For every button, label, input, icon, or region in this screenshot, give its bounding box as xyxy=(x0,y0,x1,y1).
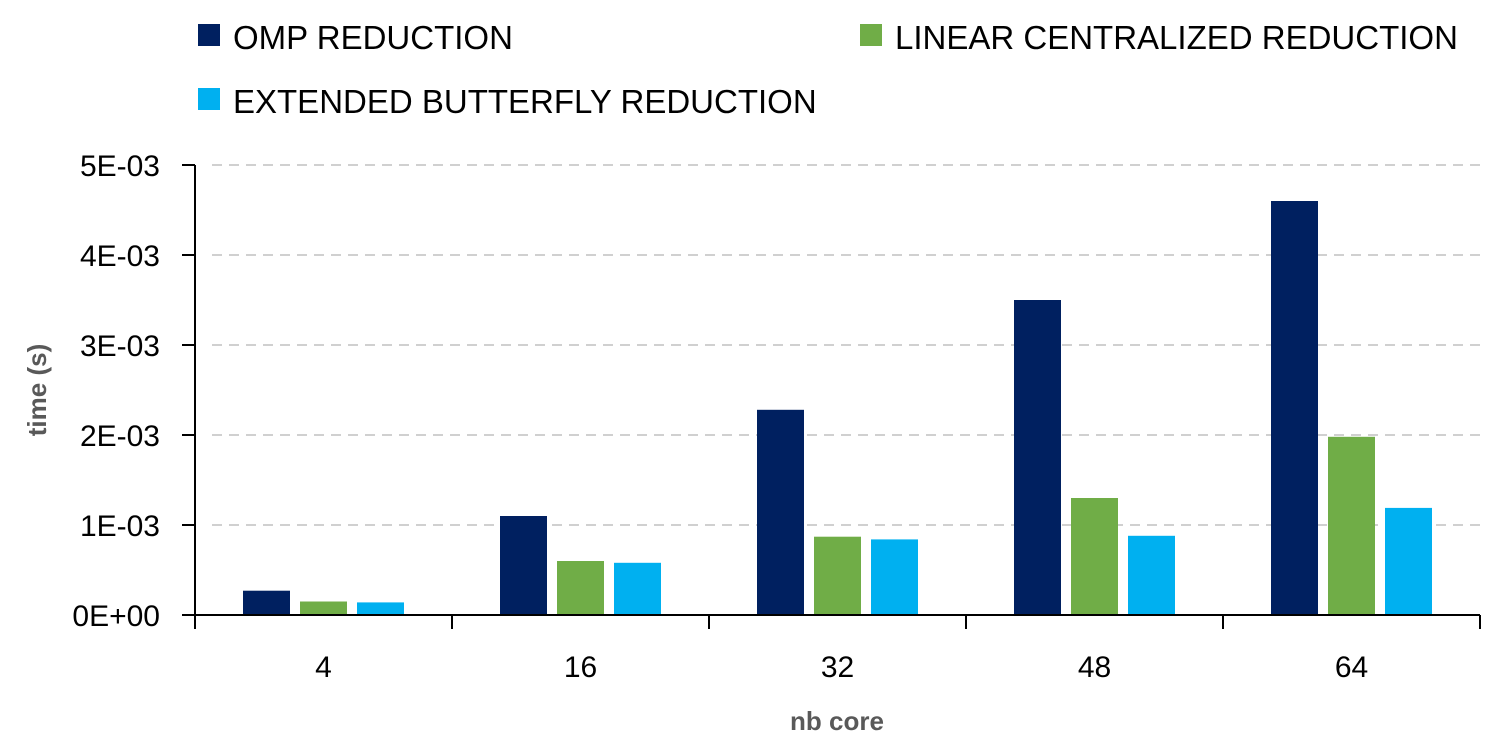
bar xyxy=(1014,300,1061,615)
y-tick-label: 5E-03 xyxy=(80,150,160,183)
bar xyxy=(614,562,661,615)
bar xyxy=(814,536,861,615)
x-tick-label: 64 xyxy=(1335,651,1368,684)
y-tick-label: 4E-03 xyxy=(80,240,160,273)
bar xyxy=(871,539,918,615)
bar xyxy=(357,602,404,615)
bar xyxy=(243,590,290,615)
x-axis-ticks: 4 16 32 48 64 xyxy=(194,615,1481,684)
axes xyxy=(194,165,1480,616)
bars xyxy=(243,201,1432,615)
y-axis-ticks: 0E+00 1E-03 2E-03 3E-03 4E-03 5E-03 xyxy=(72,150,195,633)
bar xyxy=(1128,535,1175,615)
bar xyxy=(1271,201,1318,615)
legend-swatch xyxy=(860,24,882,46)
legend: OMP REDUCTION LINEAR CENTRALIZED REDUCTIO… xyxy=(198,19,1458,120)
y-tick-label: 0E+00 xyxy=(72,600,160,633)
x-tick-label: 4 xyxy=(315,651,332,684)
x-tick-label: 32 xyxy=(821,651,854,684)
bar xyxy=(1385,507,1432,615)
y-tick-label: 1E-03 xyxy=(80,510,160,543)
gridlines xyxy=(212,164,1480,526)
bar xyxy=(300,601,347,615)
legend-swatch xyxy=(198,88,220,110)
x-axis-title: nb core xyxy=(790,706,884,736)
bar xyxy=(1071,498,1118,615)
bar xyxy=(557,561,604,615)
y-tick-label: 3E-03 xyxy=(80,330,160,363)
x-tick-label: 16 xyxy=(564,651,597,684)
bar xyxy=(757,409,804,615)
y-axis-title: time (s) xyxy=(22,344,52,436)
bar xyxy=(1328,436,1375,615)
y-tick-label: 2E-03 xyxy=(80,420,160,453)
legend-swatch xyxy=(198,24,220,46)
x-tick-label: 48 xyxy=(1078,651,1111,684)
legend-label: LINEAR CENTRALIZED REDUCTION xyxy=(895,19,1458,56)
legend-label: OMP REDUCTION xyxy=(233,19,513,56)
legend-label: EXTENDED BUTTERFLY REDUCTION xyxy=(233,83,817,120)
bar xyxy=(500,516,547,615)
